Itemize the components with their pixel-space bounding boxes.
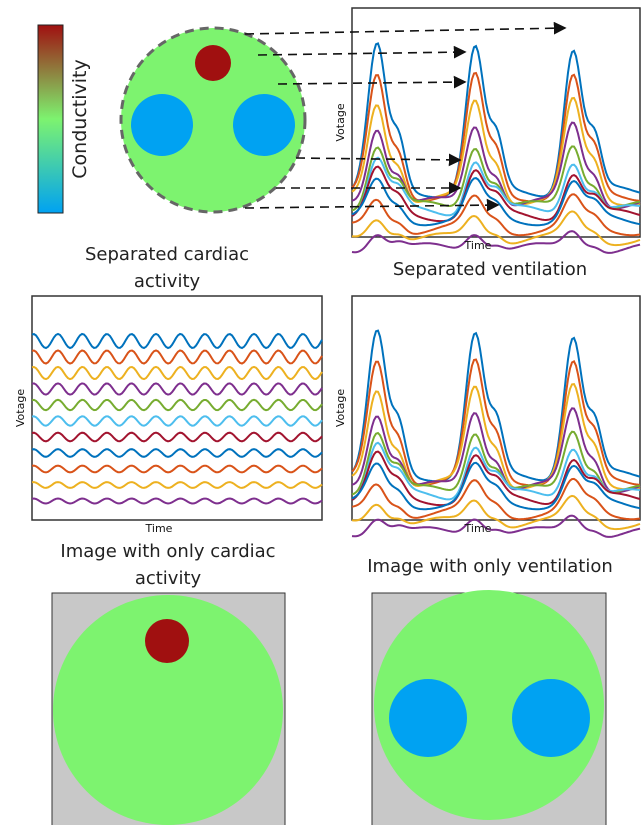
signal-curve xyxy=(351,514,641,538)
lung xyxy=(233,94,295,156)
signal-curve xyxy=(351,477,641,521)
signal-curve xyxy=(351,329,641,483)
signal-curve xyxy=(31,415,323,427)
plot-frame xyxy=(351,295,641,521)
signal-curve xyxy=(351,145,641,212)
colorbar xyxy=(37,24,64,214)
lung xyxy=(512,679,590,757)
thorax xyxy=(53,595,283,825)
signal-curve xyxy=(351,383,641,491)
signal-curve xyxy=(351,193,641,237)
caption: Image with only ventilation xyxy=(367,556,613,577)
signal-curve xyxy=(31,349,323,365)
signal-curve xyxy=(351,450,641,507)
signal-curve xyxy=(31,464,323,474)
signal-curve xyxy=(351,494,641,531)
heart xyxy=(195,45,231,81)
signal-curve xyxy=(31,365,323,381)
signal-curve xyxy=(351,461,641,511)
x-axis-label: Time xyxy=(145,522,173,535)
signal-curve xyxy=(31,497,323,505)
signal-curve xyxy=(31,431,323,443)
caption: Separated ventilation xyxy=(392,259,588,280)
signal-curve xyxy=(351,210,641,247)
signal-curve xyxy=(351,156,641,217)
signal-curve xyxy=(351,121,641,210)
signal-curve xyxy=(351,71,641,203)
signal-curve xyxy=(31,398,323,412)
signal-curve xyxy=(31,481,323,489)
lung xyxy=(389,679,467,757)
y-axis-label: Votage xyxy=(14,389,27,427)
signal-curve xyxy=(31,382,323,396)
y-axis-label: Votage xyxy=(334,389,347,427)
signal-curve xyxy=(351,42,641,199)
y-axis-label: Votage xyxy=(334,103,347,141)
signal-curve xyxy=(351,165,641,223)
signal-curve xyxy=(351,96,641,207)
colorbar-label: Conductivity xyxy=(69,59,91,178)
signal-curve xyxy=(351,230,641,254)
arrows xyxy=(244,21,567,212)
lung xyxy=(131,94,193,156)
signal-curve xyxy=(351,358,641,487)
signal-curve xyxy=(31,332,323,350)
x-axis-label: Time xyxy=(464,522,492,535)
x-axis-label: Time xyxy=(464,239,492,252)
heart xyxy=(145,619,189,663)
signal-curve xyxy=(351,441,641,501)
signal-curve xyxy=(351,430,641,496)
signal-curve xyxy=(31,448,323,458)
caption: Separated cardiac activity xyxy=(84,244,250,292)
signal-curve xyxy=(351,407,641,494)
thorax xyxy=(374,590,604,820)
caption: Image with only cardiac activity xyxy=(60,541,276,589)
thorax-model xyxy=(119,26,307,214)
